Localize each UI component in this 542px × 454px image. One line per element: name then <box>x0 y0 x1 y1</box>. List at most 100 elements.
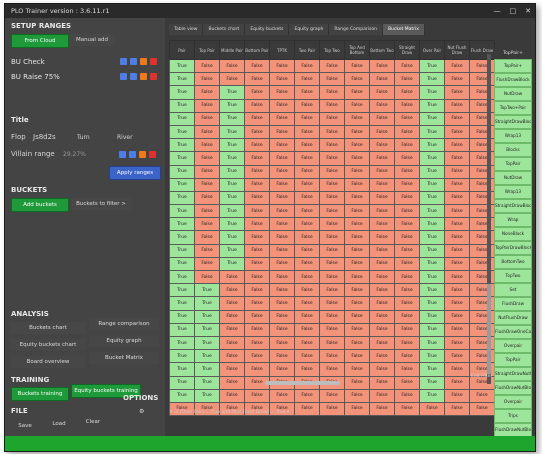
bucket-list-item[interactable]: NoneBlock <box>494 227 532 241</box>
column-header[interactable]: Two Pair <box>294 40 320 60</box>
table-cell[interactable]: True <box>419 230 445 245</box>
table-cell[interactable]: False <box>219 375 245 390</box>
table-cell[interactable]: True <box>219 98 245 113</box>
table-cell[interactable]: True <box>169 349 195 364</box>
column-header[interactable]: Top And Bottom <box>344 40 370 60</box>
table-cell[interactable]: True <box>419 151 445 166</box>
bucket-list-item[interactable]: NutDraw <box>494 171 532 185</box>
table-row[interactable]: True False True False False False False False Fa… <box>169 151 495 166</box>
table-cell[interactable]: True <box>169 230 195 245</box>
table-cell[interactable]: False <box>394 322 420 337</box>
board-overview-button[interactable]: Board overview <box>11 356 85 368</box>
table-cell[interactable]: False <box>444 296 470 311</box>
table-cell[interactable]: False <box>394 256 420 272</box>
table-cell[interactable]: True <box>219 151 245 166</box>
table-cell[interactable]: False <box>294 111 320 126</box>
table-cell[interactable]: False <box>194 164 220 179</box>
table-cell[interactable]: False <box>369 349 395 364</box>
table-cell[interactable]: False <box>319 388 345 403</box>
table-cell[interactable]: True <box>419 72 445 87</box>
table-row[interactable]: True False True False False False False False Fa… <box>169 98 495 113</box>
table-cell[interactable]: False <box>394 98 420 113</box>
settings-icon[interactable] <box>140 73 147 80</box>
table-cell[interactable]: False <box>194 401 220 417</box>
table-cell[interactable]: False <box>369 269 395 285</box>
table-cell[interactable]: False <box>269 190 295 206</box>
bucket-list-item[interactable]: TopPair+ <box>494 59 532 73</box>
table-cell[interactable]: False <box>319 164 345 179</box>
bucket-list-item[interactable]: TopPairDrawBlock <box>494 241 532 255</box>
table-cell[interactable]: False <box>294 283 320 298</box>
delete-icon[interactable] <box>150 58 157 65</box>
table-cell[interactable]: False <box>294 309 320 324</box>
table-cell[interactable]: False <box>369 177 395 192</box>
table-cell[interactable]: False <box>269 283 295 298</box>
table-cell[interactable]: False <box>369 388 395 403</box>
table-cell[interactable]: False <box>444 243 470 258</box>
column-header[interactable]: Middle Pair <box>219 40 245 60</box>
table-cell[interactable]: False <box>294 151 320 166</box>
table-cell[interactable]: True <box>419 309 445 324</box>
table-cell[interactable]: False <box>194 151 220 166</box>
table-cell[interactable]: False <box>444 138 470 153</box>
table-cell[interactable]: True <box>194 309 220 324</box>
table-cell[interactable]: False <box>269 138 295 153</box>
column-header[interactable]: Over Pair <box>419 40 445 60</box>
table-cell[interactable]: True <box>169 217 195 232</box>
delete-icon[interactable] <box>149 151 156 158</box>
table-cell[interactable]: False <box>344 98 370 113</box>
table-cell[interactable]: False <box>444 204 470 219</box>
table-cell[interactable]: False <box>344 243 370 258</box>
minimize-icon[interactable]: — <box>493 7 501 15</box>
table-cell[interactable]: False <box>269 111 295 126</box>
table-cell[interactable]: False <box>369 138 395 153</box>
table-cell[interactable]: False <box>244 401 270 417</box>
table-cell[interactable]: False <box>244 58 270 74</box>
close-icon[interactable]: ✕ <box>525 7 531 15</box>
table-cell[interactable]: True <box>419 349 445 364</box>
table-cell[interactable]: False <box>319 349 345 364</box>
table-cell[interactable]: False <box>444 335 470 351</box>
bucket-list-item[interactable]: BottomTwo <box>494 255 532 269</box>
table-cell[interactable]: True <box>169 269 195 285</box>
table-cell[interactable]: True <box>169 72 195 87</box>
table-cell[interactable]: False <box>294 230 320 245</box>
table-cell[interactable]: False <box>294 256 320 272</box>
table-cell[interactable]: False <box>219 296 245 311</box>
table-cell[interactable]: False <box>369 204 395 219</box>
table-cell[interactable]: True <box>169 296 195 311</box>
table-cell[interactable]: True <box>419 190 445 206</box>
table-cell[interactable]: False <box>194 85 220 100</box>
table-cell[interactable]: False <box>344 111 370 126</box>
table-cell[interactable]: False <box>419 401 445 417</box>
table-cell[interactable]: False <box>294 124 320 140</box>
table-cell[interactable]: False <box>344 72 370 87</box>
table-cell[interactable]: False <box>244 85 270 100</box>
table-row[interactable]: True False True False False False False False Fa… <box>169 138 495 153</box>
table-cell[interactable]: False <box>444 177 470 192</box>
table-cell[interactable]: False <box>219 388 245 403</box>
table-cell[interactable]: False <box>344 138 370 153</box>
table-cell[interactable]: False <box>319 217 345 232</box>
table-cell[interactable]: False <box>444 362 470 377</box>
table-cell[interactable]: False <box>194 177 220 192</box>
table-cell[interactable]: True <box>219 217 245 232</box>
table-cell[interactable]: True <box>169 309 195 324</box>
table-cell[interactable]: False <box>344 296 370 311</box>
table-cell[interactable]: False <box>369 401 395 417</box>
table-cell[interactable]: False <box>444 256 470 272</box>
table-cell[interactable]: True <box>169 243 195 258</box>
clear-button[interactable]: Clear <box>79 416 107 428</box>
table-cell[interactable]: False <box>319 204 345 219</box>
table-cell[interactable]: True <box>219 138 245 153</box>
table-cell[interactable]: True <box>419 111 445 126</box>
table-cell[interactable]: False <box>394 217 420 232</box>
table-cell[interactable]: False <box>219 349 245 364</box>
table-cell[interactable]: False <box>344 124 370 140</box>
table-cell[interactable]: False <box>269 349 295 364</box>
table-cell[interactable]: False <box>219 283 245 298</box>
table-cell[interactable]: False <box>319 98 345 113</box>
table-cell[interactable]: False <box>319 243 345 258</box>
bucket-list-item[interactable]: TopPair <box>494 157 532 171</box>
